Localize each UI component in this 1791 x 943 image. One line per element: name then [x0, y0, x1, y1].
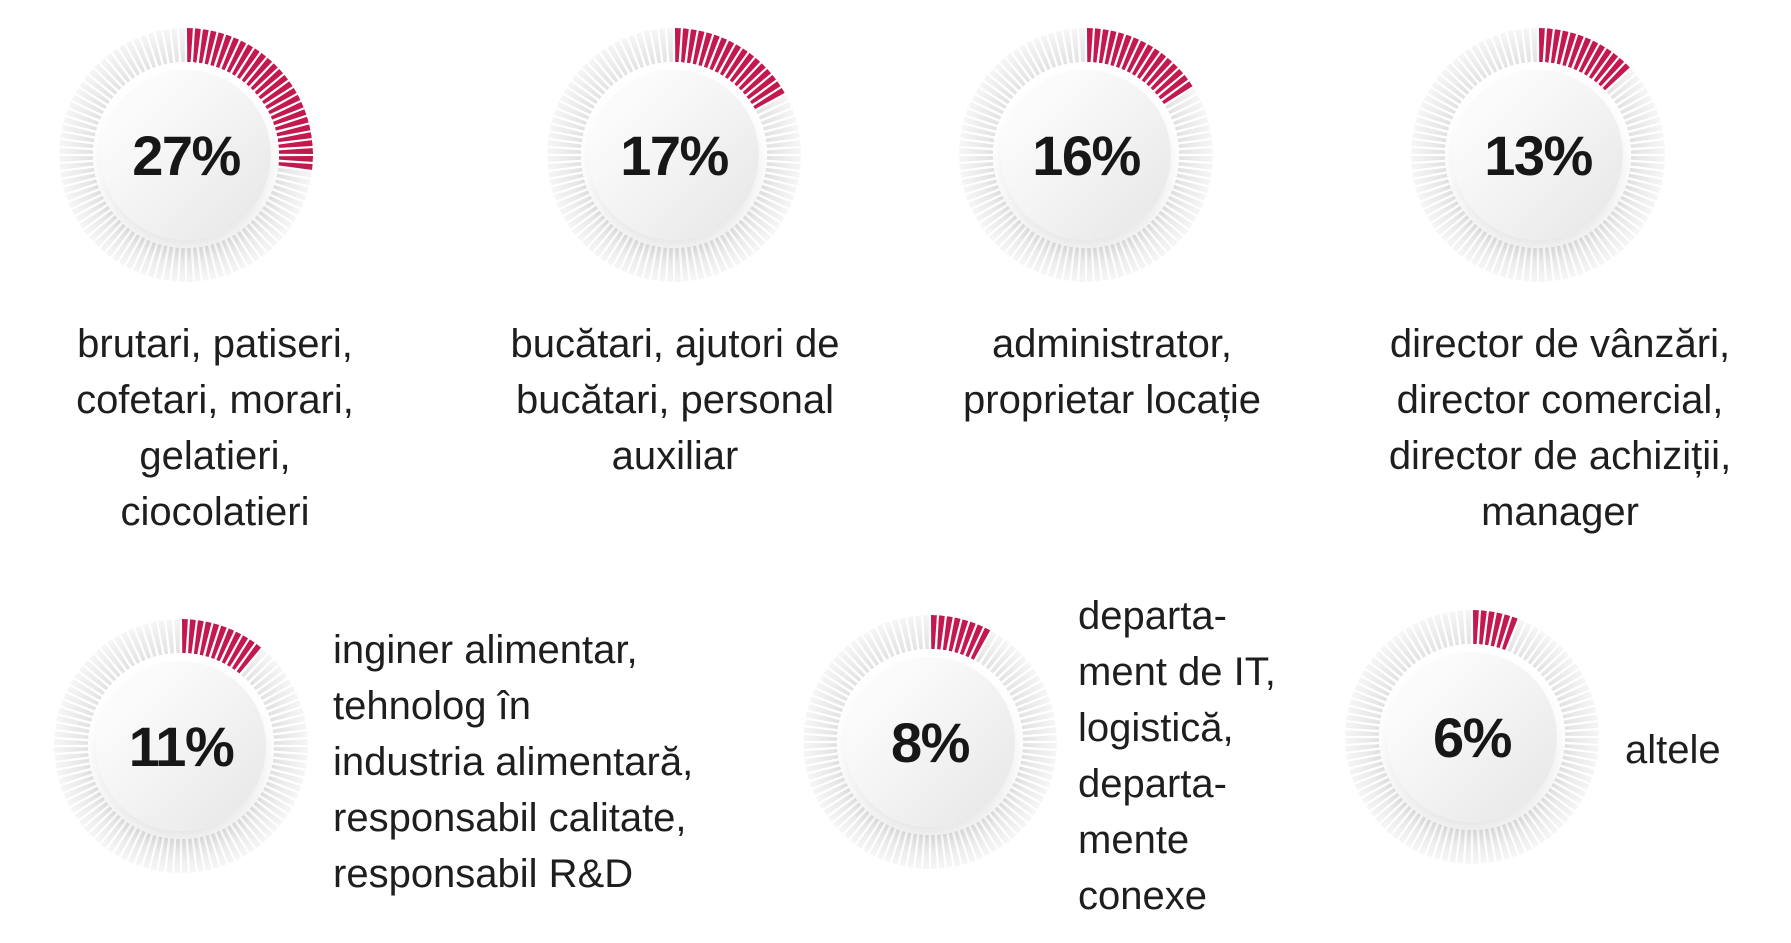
donut-chart-brutari: 27%	[58, 27, 314, 283]
tick-inactive	[1631, 155, 1665, 162]
tick-inactive	[667, 28, 674, 62]
percent-value: 16%	[1032, 123, 1141, 187]
tick-inactive	[1345, 737, 1379, 744]
percent-value: 8%	[891, 710, 970, 774]
tick-inactive	[803, 735, 837, 742]
tick-inactive	[274, 746, 308, 753]
tick-inactive	[547, 148, 581, 155]
tick-inactive	[1631, 148, 1665, 155]
tick-inactive	[1179, 148, 1213, 155]
percent-value: 6%	[1433, 705, 1512, 769]
tick-inactive	[1345, 730, 1379, 737]
tick-inactive	[174, 619, 181, 653]
tick-inactive	[1538, 248, 1545, 282]
tick-inactive	[179, 248, 186, 282]
tick-inactive	[1023, 735, 1057, 742]
donut-chart-inginer: 11%	[53, 618, 309, 874]
chart-label-inginer: inginer alimentar, tehnolog în industria…	[333, 628, 694, 896]
chart-label-departamente: departa- ment de IT, logistică, departa-…	[1078, 594, 1276, 918]
donut-chart-altele: 6%	[1344, 609, 1600, 865]
donut-center-disc: 11%	[96, 661, 266, 831]
tick-inactive	[1565, 730, 1599, 737]
tick-inactive	[767, 148, 801, 155]
tick-inactive	[959, 155, 993, 162]
tick-inactive	[1472, 830, 1479, 864]
percent-value: 27%	[132, 123, 241, 187]
tick-active	[181, 619, 188, 653]
donut-center-disc: 17%	[589, 70, 759, 240]
tick-active	[674, 28, 681, 62]
tick-inactive	[59, 155, 93, 162]
tick-inactive	[1411, 148, 1445, 155]
percent-value: 13%	[1484, 123, 1593, 187]
tick-inactive	[667, 248, 674, 282]
tick-inactive	[767, 155, 801, 162]
donut-center-disc: 6%	[1387, 652, 1557, 822]
tick-inactive	[923, 835, 930, 869]
tick-inactive	[803, 742, 837, 749]
tick-inactive	[1023, 742, 1057, 749]
tick-inactive	[54, 739, 88, 746]
donut-chart-departamente: 8%	[802, 614, 1058, 870]
tick-inactive	[674, 248, 681, 282]
tick-inactive	[1079, 248, 1086, 282]
tick-inactive	[1531, 28, 1538, 62]
donut-chart-director: 13%	[1410, 27, 1666, 283]
donut-center-disc: 13%	[1453, 70, 1623, 240]
tick-active	[930, 615, 937, 649]
tick-inactive	[54, 746, 88, 753]
tick-inactive	[1465, 830, 1472, 864]
donut-chart-administrator: 16%	[958, 27, 1214, 283]
tick-inactive	[1465, 610, 1472, 644]
tick-inactive	[186, 248, 193, 282]
tick-active	[1472, 610, 1479, 644]
tick-inactive	[59, 148, 93, 155]
tick-active	[279, 148, 313, 155]
tick-inactive	[174, 839, 181, 873]
percent-value: 11%	[128, 714, 235, 778]
donut-center-disc: 27%	[101, 70, 271, 240]
tick-inactive	[923, 615, 930, 649]
chart-label-administrator: administrator, proprietar locație	[963, 322, 1261, 422]
chart-label-altele: altele	[1625, 728, 1721, 772]
chart-label-brutari: brutari, patiseri, cofetari, morari, gel…	[76, 322, 354, 534]
tick-inactive	[1179, 155, 1213, 162]
tick-inactive	[930, 835, 937, 869]
tick-active	[186, 28, 193, 62]
donut-center-disc: 16%	[1001, 70, 1171, 240]
tick-inactive	[181, 839, 188, 873]
tick-inactive	[1531, 248, 1538, 282]
tick-inactive	[547, 155, 581, 162]
tick-inactive	[274, 739, 308, 746]
tick-inactive	[959, 148, 993, 155]
tick-inactive	[1079, 28, 1086, 62]
chart-label-director: director de vânzări, director comercial,…	[1388, 322, 1732, 534]
tick-active	[1538, 28, 1545, 62]
tick-active	[279, 155, 313, 162]
percent-value: 17%	[620, 123, 729, 187]
chart-label-bucatari: bucătari, ajutori de bucătari, personal …	[510, 322, 840, 478]
donut-chart-bucatari: 17%	[546, 27, 802, 283]
tick-active	[1086, 28, 1093, 62]
donut-center-disc: 8%	[845, 657, 1015, 827]
tick-inactive	[1565, 737, 1599, 744]
tick-inactive	[1411, 155, 1445, 162]
tick-inactive	[179, 28, 186, 62]
tick-inactive	[1086, 248, 1093, 282]
